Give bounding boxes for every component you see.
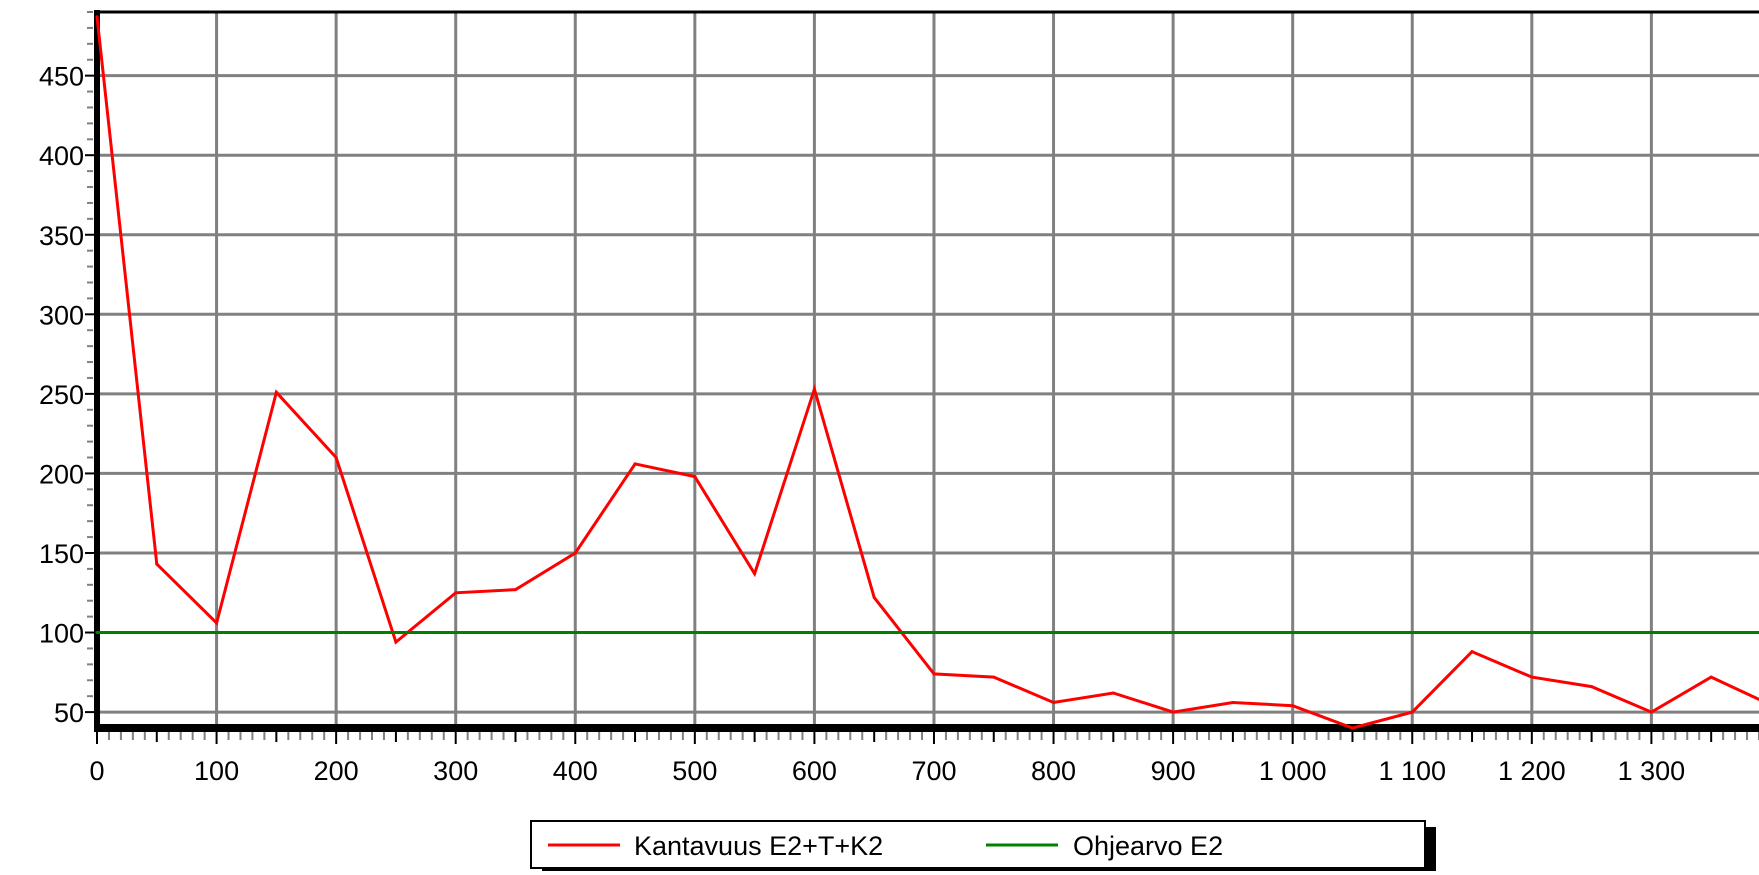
y-tick-label: 100 — [39, 619, 84, 649]
data-point — [1649, 710, 1653, 714]
x-tick-label: 0 — [89, 756, 104, 786]
x-tick-label: 1 300 — [1618, 756, 1686, 786]
data-point — [95, 15, 99, 19]
data-point — [1111, 691, 1115, 695]
y-tick-label: 150 — [39, 539, 84, 569]
data-point — [872, 596, 876, 600]
y-tick-label: 200 — [39, 459, 84, 489]
legend: Kantavuus E2+T+K2 Ohjearvo E2 — [530, 820, 1436, 871]
legend-label-ohjearvo: Ohjearvo E2 — [1073, 831, 1223, 861]
data-point — [1171, 710, 1175, 714]
x-tick-label: 700 — [911, 756, 956, 786]
x-tick-label: 400 — [553, 756, 598, 786]
data-point — [334, 456, 338, 460]
x-tick-label: 900 — [1151, 756, 1196, 786]
data-point — [812, 387, 816, 391]
data-point — [1291, 704, 1295, 708]
data-point — [992, 675, 996, 679]
legend-box — [530, 820, 1426, 869]
data-point — [573, 551, 577, 555]
data-point — [95, 631, 99, 635]
x-tick-label: 1 100 — [1378, 756, 1446, 786]
series-layer — [95, 15, 1759, 730]
y-tick-label: 50 — [54, 698, 84, 728]
data-point — [1350, 726, 1354, 730]
x-tick-label: 100 — [194, 756, 239, 786]
x-tick-label: 200 — [314, 756, 359, 786]
y-tick-label: 450 — [39, 62, 84, 92]
x-tick-label: 300 — [433, 756, 478, 786]
data-point — [274, 390, 278, 394]
data-point — [1231, 701, 1235, 705]
data-point — [753, 572, 757, 576]
data-point — [1410, 710, 1414, 714]
data-point — [693, 475, 697, 479]
data-point — [1470, 650, 1474, 654]
data-point — [1052, 701, 1056, 705]
grid — [97, 12, 1759, 728]
y-tick-label: 300 — [39, 300, 84, 330]
minor-ticks — [85, 11, 1759, 744]
y-tick-label: 400 — [39, 141, 84, 171]
data-point — [932, 672, 936, 676]
axes — [94, 10, 1759, 732]
x-tick-label: 1 000 — [1259, 756, 1327, 786]
data-point — [454, 591, 458, 595]
x-tick-label: 500 — [672, 756, 717, 786]
data-point — [394, 640, 398, 644]
y-tick-label: 350 — [39, 221, 84, 251]
data-point — [155, 562, 159, 566]
tick-labels: 0 100 200 300 400 500 600 700 800 900 1 000 1 100 1 … — [39, 62, 1685, 786]
data-point — [633, 462, 637, 466]
y-tick-label: 250 — [39, 380, 84, 410]
data-point — [1709, 675, 1713, 679]
x-tick-label: 600 — [792, 756, 837, 786]
series-line-0 — [95, 16, 1759, 730]
x-tick-label: 800 — [1031, 756, 1076, 786]
x-tick-label: 1 200 — [1498, 756, 1566, 786]
data-point — [1590, 685, 1594, 689]
data-point — [215, 621, 219, 625]
data-point — [1530, 675, 1534, 679]
legend-label-kantavuus: Kantavuus E2+T+K2 — [634, 831, 883, 861]
data-point — [513, 588, 517, 592]
